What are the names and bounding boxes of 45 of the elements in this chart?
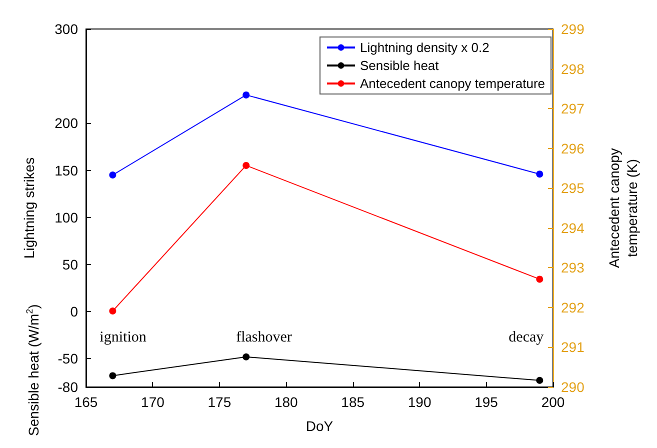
point <box>242 162 250 169</box>
x-tick-label: 180 <box>274 394 298 410</box>
y2-tick-label: 292 <box>561 299 585 316</box>
y2-tick-label: 294 <box>561 220 585 236</box>
point <box>109 372 116 380</box>
x-tick-label: 185 <box>341 394 365 410</box>
x-tick-label: 190 <box>408 394 432 410</box>
x-tick-label: 195 <box>474 394 498 410</box>
legend-label: Lightning density x 0.2 <box>360 40 490 55</box>
y2-tick-label: 291 <box>561 339 585 356</box>
y2-tick-label: 290 <box>561 379 585 395</box>
y-tick-label: 0 <box>70 304 78 320</box>
x-tick-label: 165 <box>74 394 98 410</box>
y-tick-label: 150 <box>54 162 78 178</box>
y2-tick-label: 298 <box>561 60 585 77</box>
point <box>536 376 544 384</box>
point <box>536 170 544 178</box>
x-tick-label: 200 <box>541 394 565 410</box>
y-tick-label: -80 <box>58 379 78 395</box>
y2-axis-title: Antecedent canopy temperature (K) <box>606 148 640 268</box>
y2-tick-label: 295 <box>561 180 585 196</box>
y2-tick-label: 297 <box>561 100 585 117</box>
annotation: decay <box>508 330 544 346</box>
x-tick-label: 170 <box>141 394 165 410</box>
legend-label: Antecedent canopy temperature <box>360 76 546 91</box>
y2-tick-label: 296 <box>561 140 585 156</box>
y-tick-label: 100 <box>54 209 78 226</box>
annotation: ignition <box>100 330 147 346</box>
point <box>242 353 250 360</box>
legend-label: Sensible heat <box>360 58 440 73</box>
y-tick-label: 300 <box>54 21 78 37</box>
x-tick-label: 175 <box>208 394 232 410</box>
y-tick-label: 200 <box>54 115 78 132</box>
point <box>109 308 116 315</box>
x-axis-title: DoY <box>306 418 334 434</box>
y-tick-label: 50 <box>62 256 78 273</box>
point <box>536 276 544 283</box>
y2-tick-label: 299 <box>561 21 585 37</box>
annotation: flashover <box>236 330 292 346</box>
point <box>242 91 250 98</box>
y-tick-label: -50 <box>58 350 78 367</box>
text: Sensible heat (W/m2) <box>24 304 42 436</box>
point <box>109 172 116 179</box>
y-axis-title: Lightning strikes <box>21 157 37 259</box>
y2-tick-label: 293 <box>561 260 585 276</box>
